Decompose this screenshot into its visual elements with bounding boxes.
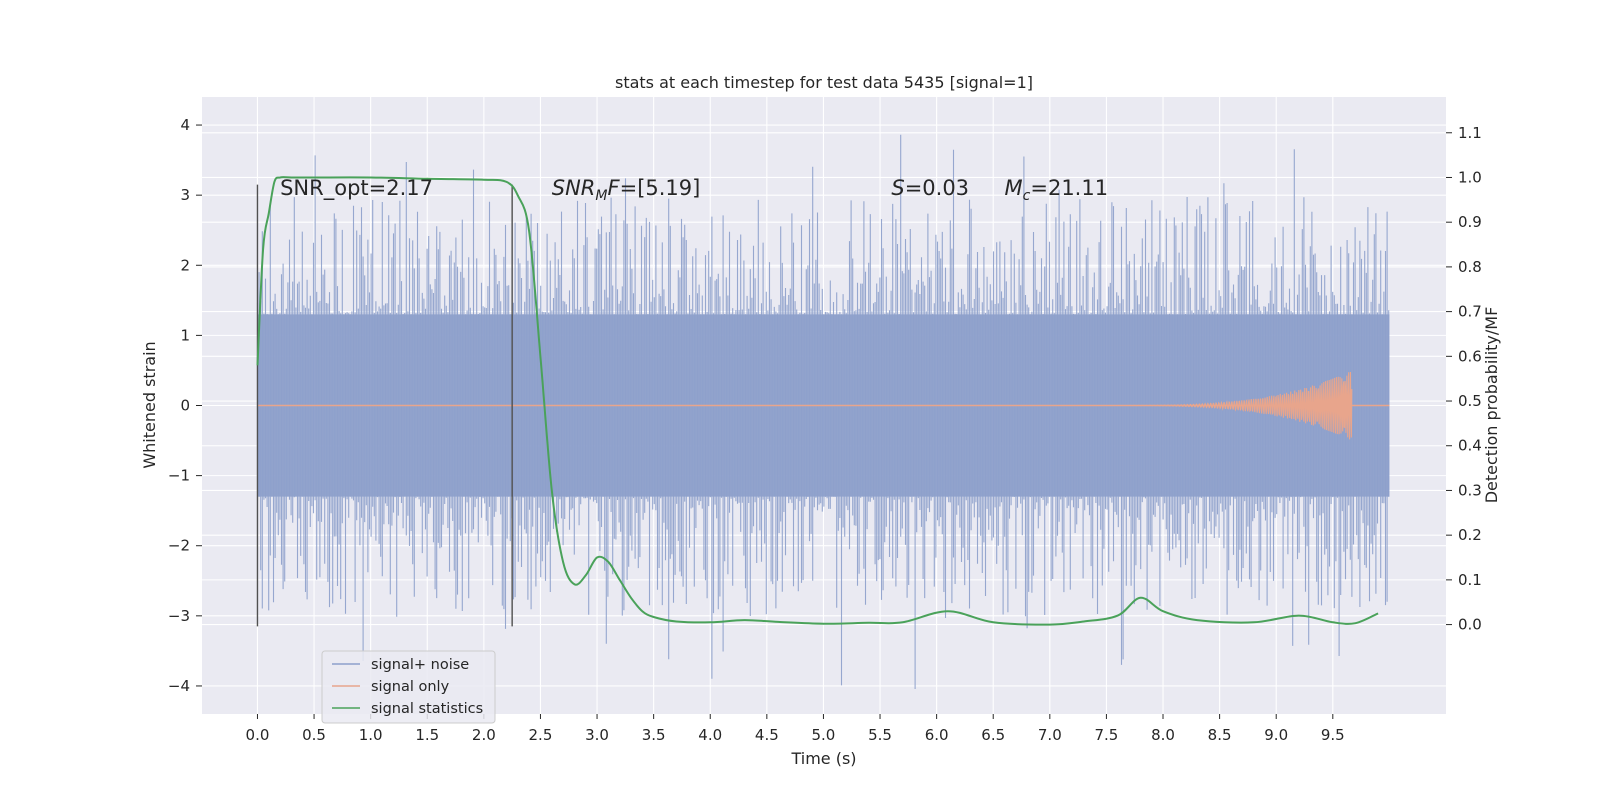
y-tick-label: −3 xyxy=(168,607,190,625)
legend: signal+ noise signal only signal statist… xyxy=(321,650,496,724)
x-tick-label: 0.0 xyxy=(246,726,270,744)
right-tick-label: 0.8 xyxy=(1458,258,1482,276)
x-tick-label: 0.5 xyxy=(302,726,326,744)
annotation-text: SNR_opt=2.17 xyxy=(280,176,433,201)
x-tick-label: 4.0 xyxy=(698,726,722,744)
legend-label-signal: signal only xyxy=(371,679,450,695)
annotation-text: Mc=21.11 xyxy=(1005,176,1109,204)
right-tick-label: 1.0 xyxy=(1458,168,1482,186)
y-tick-label: 1 xyxy=(180,326,190,344)
right-tick-label: 0.5 xyxy=(1458,392,1482,410)
right-tick-label: 0.7 xyxy=(1458,303,1482,321)
vertical-markers xyxy=(256,184,513,627)
signal-chirp xyxy=(1106,371,1353,440)
x-tick-label: 3.0 xyxy=(585,726,609,744)
right-tick-label: 0.4 xyxy=(1458,437,1482,455)
y-tick-label: −2 xyxy=(168,537,190,555)
legend-box xyxy=(321,650,496,724)
x-tick-label: 6.0 xyxy=(925,726,949,744)
y-tick-label: −1 xyxy=(168,467,190,485)
y-tick-label: −4 xyxy=(168,677,190,695)
x-tick-label: 7.5 xyxy=(1094,726,1118,744)
x-tick-label: 9.5 xyxy=(1321,726,1345,744)
right-tick-label: 0.1 xyxy=(1458,571,1482,589)
legend-label-noise: signal+ noise xyxy=(371,657,469,673)
annotations: SNR_opt=2.17 SNRMF=[5.19] S=0.03 Mc=21.11 xyxy=(280,176,1108,204)
right-axis-label: Detection probability/MF xyxy=(1482,307,1501,504)
signal-statistics-series xyxy=(256,176,1379,626)
y-axis-ticks: −4 −3 −2 −1 0 1 2 3 4 xyxy=(168,116,202,695)
right-axis-ticks: 0.0 0.1 0.2 0.3 0.4 0.5 0.6 0.7 0.8 0.9 1.0 1.1 xyxy=(1446,124,1482,634)
right-tick-label: 0.3 xyxy=(1458,481,1482,499)
y-tick-label: 3 xyxy=(180,186,190,204)
y-axis-label: Whitened strain xyxy=(140,341,159,468)
x-tick-label: 2.0 xyxy=(472,726,496,744)
annotation-text: S=0.03 xyxy=(891,176,969,200)
y-tick-label: 0 xyxy=(180,397,190,415)
signal-only-series xyxy=(257,371,1390,440)
y-tick-label: 4 xyxy=(180,116,190,134)
x-tick-label: 5.5 xyxy=(868,726,892,744)
right-tick-label: 0.2 xyxy=(1458,526,1482,544)
right-tick-label: 0.6 xyxy=(1458,347,1482,365)
x-tick-label: 8.0 xyxy=(1151,726,1175,744)
annotation-text: SNRMF=[5.19] xyxy=(552,176,701,204)
x-tick-label: 9.0 xyxy=(1264,726,1288,744)
x-tick-label: 5.0 xyxy=(812,726,836,744)
chart-title: stats at each timestep for test data 543… xyxy=(615,73,1033,92)
signal-statistics-line xyxy=(256,176,1379,626)
x-tick-label: 6.5 xyxy=(981,726,1005,744)
x-tick-label: 4.5 xyxy=(755,726,779,744)
right-tick-label: 0.0 xyxy=(1458,616,1482,634)
y-tick-label: 2 xyxy=(180,256,190,274)
x-axis-label: Time (s) xyxy=(790,749,856,768)
x-axis-ticks: 0.0 0.5 1.0 1.5 2.0 2.5 3.0 3.5 4.0 4.5 5.0 5.5 6.0 6… xyxy=(246,714,1345,744)
right-tick-label: 1.1 xyxy=(1458,124,1482,142)
x-tick-label: 1.5 xyxy=(415,726,439,744)
legend-label-stats: signal statistics xyxy=(371,701,483,717)
x-tick-label: 8.5 xyxy=(1208,726,1232,744)
right-tick-label: 0.9 xyxy=(1458,213,1482,231)
x-tick-label: 1.0 xyxy=(359,726,383,744)
x-tick-label: 7.0 xyxy=(1038,726,1062,744)
x-tick-label: 2.5 xyxy=(529,726,553,744)
x-tick-label: 3.5 xyxy=(642,726,666,744)
